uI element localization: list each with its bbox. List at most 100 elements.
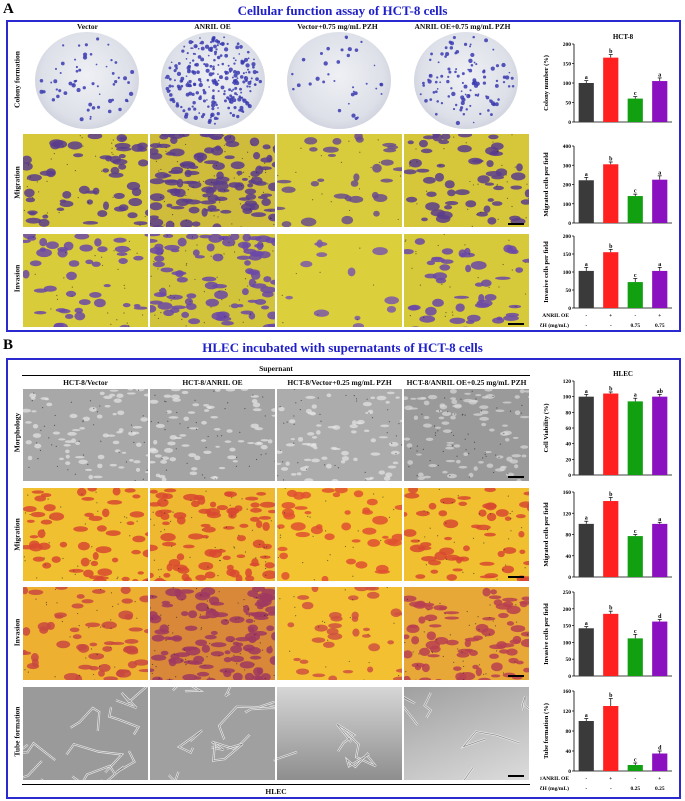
cell-blob <box>455 459 461 464</box>
cell-blob <box>102 201 110 210</box>
pore-dot <box>352 599 354 601</box>
pore-dot <box>330 201 332 203</box>
panel-a-row-label: Invasion <box>12 264 22 293</box>
cell-blob <box>84 468 93 472</box>
cell-blob <box>354 134 363 141</box>
pore-dot <box>142 415 144 417</box>
colony-dot <box>247 81 252 85</box>
pore-dot <box>118 451 120 453</box>
colony-dot <box>173 79 176 82</box>
colony-dot <box>188 79 192 84</box>
cell-blob <box>370 438 377 443</box>
pore-dot <box>424 536 426 538</box>
colony-dot <box>209 116 212 119</box>
colony-dot <box>327 73 330 76</box>
pore-dot <box>203 180 205 183</box>
cell-blob <box>428 502 437 510</box>
cell-blob <box>111 557 119 563</box>
cell-blob <box>190 500 200 508</box>
cell-blob <box>330 446 338 450</box>
pore-dot <box>318 626 320 628</box>
pore-dot <box>36 181 38 183</box>
cell-blob <box>103 395 113 399</box>
pore-dot <box>96 609 98 611</box>
colony-dot <box>221 62 225 66</box>
pore-dot <box>388 421 390 423</box>
pore-dot <box>207 435 209 438</box>
cell-blob <box>481 395 489 399</box>
colony-dots <box>291 35 384 121</box>
pore-dot <box>33 392 35 394</box>
condition-value: - <box>610 786 612 792</box>
colony-dot <box>244 76 247 78</box>
pore-dot <box>439 164 441 167</box>
cell-blob <box>262 570 275 579</box>
colony-dot <box>246 50 250 54</box>
colony-dot <box>326 46 330 51</box>
pore-dot <box>404 641 406 644</box>
pore-dot <box>27 494 29 496</box>
cell-blob <box>352 628 360 637</box>
cell-blob <box>218 236 229 241</box>
cell-blob <box>74 307 83 314</box>
colony-dot <box>202 112 206 117</box>
cell-blob <box>430 569 439 574</box>
pore-dot <box>97 510 99 512</box>
pore-dot <box>416 664 419 666</box>
cell-blob <box>260 673 271 680</box>
cell-blob <box>355 561 368 569</box>
colony-dot <box>239 45 243 49</box>
panel-b-row-label: Tube formation <box>12 706 22 757</box>
cell-blob <box>150 594 158 599</box>
colony-dot <box>247 70 251 74</box>
colony-dot <box>58 89 62 93</box>
cell-blob <box>311 436 318 439</box>
pore-dot <box>43 425 46 427</box>
tube-outline <box>463 767 474 780</box>
cell-blob <box>244 188 257 195</box>
cell-blob <box>473 466 478 471</box>
significance-letter: a <box>585 713 588 719</box>
y-axis-label: Invasive cells per field <box>543 603 550 665</box>
cell-blob <box>436 163 446 168</box>
cell-blob <box>68 568 84 573</box>
pore-dot <box>27 671 29 673</box>
cell-blob <box>131 549 141 555</box>
cell-blob <box>202 193 209 198</box>
cell-blob <box>109 389 119 392</box>
colony-dot <box>212 65 215 68</box>
cell-blob <box>165 410 172 414</box>
colony-dot <box>436 100 439 103</box>
cell-blob <box>194 455 201 461</box>
cell-blob <box>150 572 154 578</box>
pore-dot <box>200 628 202 630</box>
cell-blob <box>457 496 471 500</box>
colony-dot <box>114 61 118 64</box>
colony-dot <box>232 88 235 91</box>
cell-blob <box>519 600 529 605</box>
pore-dot <box>278 527 281 529</box>
migration-micrograph <box>149 133 276 228</box>
pore-dot <box>94 155 97 157</box>
cell-blob <box>138 669 148 673</box>
pore-dot <box>85 657 87 659</box>
cell-blob <box>390 450 400 455</box>
cell-blob <box>161 603 174 608</box>
pore-dot <box>388 516 391 518</box>
colony-dot <box>107 109 112 114</box>
cell-blob <box>143 393 148 397</box>
pore-dot <box>164 429 166 431</box>
pore-dot <box>95 491 97 493</box>
cell-blob <box>243 248 257 255</box>
colony-dot <box>436 88 439 90</box>
cell-blob <box>351 616 359 622</box>
cell-blob <box>322 146 339 153</box>
bar <box>627 638 643 676</box>
cell-blob <box>277 450 283 454</box>
pore-dot <box>204 477 206 479</box>
colony-dot <box>217 63 220 66</box>
cell-blob <box>385 472 393 478</box>
pore-dot <box>462 660 464 662</box>
pore-dot <box>265 574 267 576</box>
cell-blob <box>89 665 99 671</box>
